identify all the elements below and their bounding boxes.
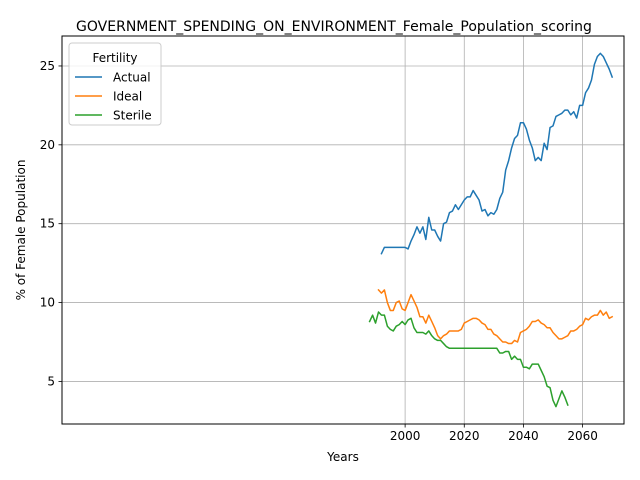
legend: Fertility Actual Ideal Sterile bbox=[68, 42, 162, 126]
legend-title: Fertility bbox=[92, 51, 137, 65]
plot-frame bbox=[61, 35, 625, 425]
x-tick-label: 2000 bbox=[390, 429, 421, 443]
legend-items: Actual Ideal Sterile bbox=[75, 71, 152, 123]
x-tick-label: 2060 bbox=[567, 429, 598, 443]
x-tick-label: 2020 bbox=[449, 429, 480, 443]
x-axis: 2000 2020 2040 2060 bbox=[390, 424, 598, 443]
y-tick-label: 5 bbox=[47, 374, 55, 388]
series-line-ideal bbox=[377, 288, 614, 345]
y-axis: 5 10 15 20 25 bbox=[40, 59, 62, 388]
y-tick-label: 25 bbox=[40, 59, 55, 73]
y-tick-label: 10 bbox=[40, 296, 55, 310]
y-tick-label: 15 bbox=[40, 217, 55, 231]
series-line-sterile bbox=[368, 311, 569, 408]
legend-label-sterile: Sterile bbox=[113, 109, 152, 123]
legend-box bbox=[68, 42, 162, 126]
legend-label-actual: Actual bbox=[113, 71, 151, 85]
chart-title: GOVERNMENT_SPENDING_ON_ENVIRONMENT_Femal… bbox=[76, 19, 592, 35]
series-layer bbox=[368, 52, 614, 408]
y-tick-label: 20 bbox=[40, 138, 55, 152]
series-line-actual bbox=[380, 52, 614, 255]
legend-label-ideal: Ideal bbox=[113, 90, 142, 104]
y-axis-label: % of Female Population bbox=[14, 160, 28, 301]
x-axis-label: Years bbox=[326, 450, 359, 464]
x-tick-label: 2040 bbox=[508, 429, 539, 443]
